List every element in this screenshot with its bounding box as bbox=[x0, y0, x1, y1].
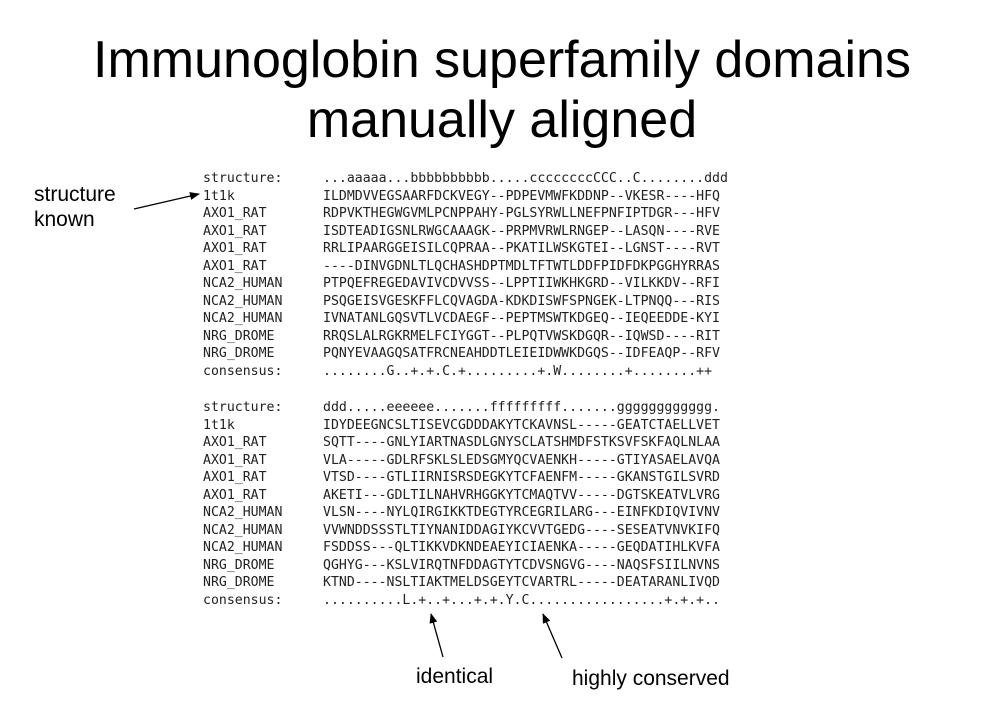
row-sequence: QGHYG---KSLVIRQTNFDDAGTYTCDVSNGVG----NAQ… bbox=[323, 557, 720, 573]
alignment-row: AXO1_RAT RDPVKTHEGWGVMLPCNPPAHY-PGLSYRWLL… bbox=[203, 205, 728, 223]
row-label: AXO1_RAT bbox=[203, 258, 267, 274]
alignment-row: structure: ddd.....eeeeee.......fffffffff… bbox=[203, 399, 720, 417]
alignment-row: NRG_DROME PQNYEVAAGQSATFRCNEAHDDTLEIEIDWW… bbox=[203, 345, 728, 363]
arrow-to-identical bbox=[429, 613, 444, 658]
annotation-highly-conserved: highly conserved bbox=[572, 667, 730, 690]
alignment-row: NCA2_HUMAN VLSN----NYLQIRGIKKTDEGTYRCEGRI… bbox=[203, 504, 720, 522]
row-label: consensus: bbox=[203, 592, 283, 608]
row-label: NRG_DROME bbox=[203, 575, 275, 590]
alignment-row: AXO1_RAT VLA-----GDLRFSKLSLEDSGMYQCVAENKH… bbox=[203, 452, 720, 470]
alignment-row: AXO1_RAT VTSD----GTLIIRNISRSDEGKYTCFAENFM… bbox=[203, 469, 720, 487]
row-sequence: ........G..+.+.C.+.........+.W........+.… bbox=[323, 363, 713, 379]
alignment-row: 1t1k IDYDEEGNCSLTISEVCGDDDAKYTCKAVNSL----… bbox=[203, 417, 720, 435]
row-sequence: VVWNDDSSSTLTIYNANIDDAGIYKCVVTGEDG----SES… bbox=[323, 522, 720, 538]
row-sequence: RDPVKTHEGWGVMLPCNPPAHY-PGLSYRWLLNEFPNFIP… bbox=[323, 206, 720, 221]
annotation-identical: identical bbox=[416, 665, 494, 688]
row-label: NRG_DROME bbox=[203, 328, 275, 344]
row-label: 1t1k bbox=[203, 188, 235, 204]
row-sequence: ...aaaaa...bbbbbbbbbb.....ccccccccCCC..C… bbox=[323, 171, 728, 186]
row-label: NCA2_HUMAN bbox=[203, 276, 283, 291]
row-label: AXO1_RAT bbox=[203, 470, 267, 485]
alignment-block-1: structure: ...aaaaa...bbbbbbbbbb.....cccc… bbox=[203, 170, 728, 380]
row-label: AXO1_RAT bbox=[203, 452, 267, 468]
alignment-row: NCA2_HUMAN PTPQEFREGEDAVIVCDVVSS--LPPTIIW… bbox=[203, 275, 728, 293]
row-sequence: AKETI---GDLTILNAHVRHGGKYTCMAQTVV-----DGT… bbox=[323, 487, 720, 503]
alignment-row: NCA2_HUMAN VVWNDDSSSTLTIYNANIDDAGIYKCVVTG… bbox=[203, 522, 720, 540]
row-sequence: ----DINVGDNLTLQCHASHDPTMDLTFTWTLDDFPIDFD… bbox=[323, 258, 720, 274]
alignment-row: AXO1_RAT ----DINVGDNLTLQCHASHDPTMDLTFTWTL… bbox=[203, 258, 728, 276]
title-line-1: Immunoglobin superfamily domains bbox=[93, 31, 911, 89]
row-label: 1t1k bbox=[203, 417, 235, 433]
alignment-row: 1t1k ILDMDVVEGSAARFDCKVEGY--PDPEVMWFKDDNP… bbox=[203, 188, 728, 206]
row-sequence: FSDDSS---QLTIKKVDKNDEAEYICIAENKA-----GEQ… bbox=[323, 540, 720, 555]
alignment-row: NCA2_HUMAN IVNATANLGQSVTLVCDAEGF--PEPTMSW… bbox=[203, 310, 728, 328]
row-sequence: RRLIPAARGGEISILCQPRAA--PKATILWSKGTEI--LG… bbox=[323, 241, 720, 256]
row-label: NCA2_HUMAN bbox=[203, 540, 283, 555]
alignment-block-2: structure: ddd.....eeeeee.......fffffffff… bbox=[203, 399, 720, 609]
row-label: AXO1_RAT bbox=[203, 435, 267, 450]
row-sequence: VTSD----GTLIIRNISRSDEGKYTCFAENFM-----GKA… bbox=[323, 470, 720, 485]
alignment-row: AXO1_RAT RRLIPAARGGEISILCQPRAA--PKATILWSK… bbox=[203, 240, 728, 258]
row-label: structure: bbox=[203, 400, 283, 415]
alignment-row: structure: ...aaaaa...bbbbbbbbbb.....cccc… bbox=[203, 170, 728, 188]
alignment-row: NRG_DROME KTND----NSLTIAKTMELDSGEYTCVARTR… bbox=[203, 574, 720, 592]
row-sequence: ddd.....eeeeee.......fffffffff.......ggg… bbox=[323, 400, 720, 415]
row-sequence: PTPQEFREGEDAVIVCDVVSS--LPPTIIWKHKGRD--VI… bbox=[323, 276, 720, 291]
row-label: NCA2_HUMAN bbox=[203, 311, 283, 326]
row-label: AXO1_RAT bbox=[203, 223, 267, 239]
row-sequence: ..........L.+..+...+.+.Y.C..............… bbox=[323, 592, 720, 608]
row-label: structure: bbox=[203, 171, 283, 186]
row-sequence: IDYDEEGNCSLTISEVCGDDDAKYTCKAVNSL-----GEA… bbox=[323, 417, 720, 433]
row-label: NCA2_HUMAN bbox=[203, 505, 283, 520]
row-sequence: SQTT----GNLYIARTNASDLGNYSCLATSHMDFSTKSVF… bbox=[323, 435, 720, 450]
row-sequence: PSQGEISVGESKFFLCQVAGDA-KDKDISWFSPNGEK-LT… bbox=[323, 293, 720, 309]
alignment-row: NRG_DROME RRQSLALRGKRMELFCIYGGT--PLPQTVWS… bbox=[203, 328, 728, 346]
row-label: NRG_DROME bbox=[203, 557, 275, 573]
title-line-2: manually aligned bbox=[306, 91, 698, 149]
arrow-to-conserved bbox=[542, 613, 563, 659]
row-label: AXO1_RAT bbox=[203, 206, 267, 221]
page-title: Immunoglobin superfamily domains manuall… bbox=[0, 30, 1004, 150]
row-label: consensus: bbox=[203, 363, 283, 379]
arrow-to-1t1k bbox=[133, 192, 200, 210]
row-sequence: VLA-----GDLRFSKLSLEDSGMYQCVAENKH-----GTI… bbox=[323, 452, 720, 468]
row-sequence: ILDMDVVEGSAARFDCKVEGY--PDPEVMWFKDDNP--VK… bbox=[323, 188, 720, 204]
annotation-structure-known: structure known bbox=[34, 183, 116, 231]
row-label: AXO1_RAT bbox=[203, 487, 267, 503]
alignment-row: AXO1_RAT ISDTEADIGSNLRWGCAAAGK--PRPMVRWLR… bbox=[203, 223, 728, 241]
row-sequence: RRQSLALRGKRMELFCIYGGT--PLPQTVWSKDGQR--IQ… bbox=[323, 328, 720, 344]
alignment-row: NRG_DROME QGHYG---KSLVIRQTNFDDAGTYTCDVSNG… bbox=[203, 557, 720, 575]
row-sequence: ISDTEADIGSNLRWGCAAAGK--PRPMVRWLRNGEP--LA… bbox=[323, 223, 720, 239]
alignment-row: NCA2_HUMAN PSQGEISVGESKFFLCQVAGDA-KDKDISW… bbox=[203, 293, 728, 311]
row-sequence: PQNYEVAAGQSATFRCNEAHDDTLEIEIDWWKDGQS--ID… bbox=[323, 346, 720, 361]
row-sequence: VLSN----NYLQIRGIKKTDEGTYRCEGRILARG---EIN… bbox=[323, 505, 720, 520]
alignment-row: consensus: ........G..+.+.C.+.........+.W… bbox=[203, 363, 728, 381]
alignment-row: AXO1_RAT SQTT----GNLYIARTNASDLGNYSCLATSHM… bbox=[203, 434, 720, 452]
row-label: AXO1_RAT bbox=[203, 241, 267, 256]
row-label: NRG_DROME bbox=[203, 346, 275, 361]
alignment-row: consensus: ..........L.+..+...+.+.Y.C....… bbox=[203, 592, 720, 610]
row-label: NCA2_HUMAN bbox=[203, 293, 283, 309]
row-sequence: KTND----NSLTIAKTMELDSGEYTCVARTRL-----DEA… bbox=[323, 575, 720, 590]
row-sequence: IVNATANLGQSVTLVCDAEGF--PEPTMSWTKDGEQ--IE… bbox=[323, 311, 720, 326]
alignment-row: NCA2_HUMAN FSDDSS---QLTIKKVDKNDEAEYICIAEN… bbox=[203, 539, 720, 557]
row-label: NCA2_HUMAN bbox=[203, 522, 283, 538]
alignment-row: AXO1_RAT AKETI---GDLTILNAHVRHGGKYTCMAQTVV… bbox=[203, 487, 720, 505]
